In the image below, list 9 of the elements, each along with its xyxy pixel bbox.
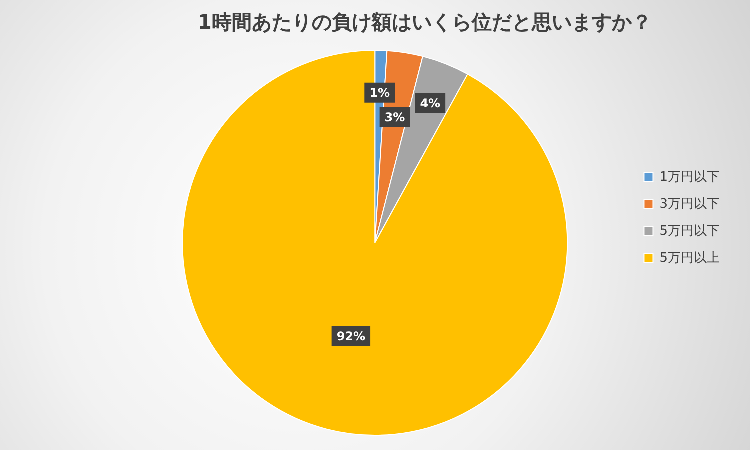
data-label: 1% — [370, 86, 390, 100]
legend-label: 3万円以下 — [660, 196, 720, 212]
legend-label: 5万円以下 — [660, 224, 720, 239]
data-label: 4% — [420, 96, 441, 111]
data-label: 3% — [384, 110, 406, 125]
legend-label: 5万円以上 — [660, 250, 720, 266]
legend-label: 1万円以下 — [660, 170, 720, 185]
chart-title: 1時間あたりの負け額はいくら位だと思いますか？ — [198, 10, 652, 34]
data-label: 92% — [336, 329, 366, 344]
